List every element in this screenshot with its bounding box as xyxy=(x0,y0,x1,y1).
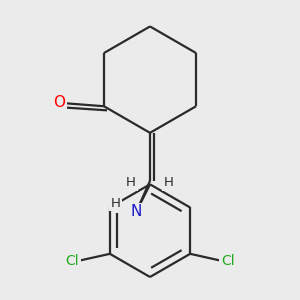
Text: H: H xyxy=(164,176,174,189)
Text: Cl: Cl xyxy=(65,254,79,268)
Text: Cl: Cl xyxy=(221,254,235,268)
Text: H: H xyxy=(111,197,121,210)
Text: H: H xyxy=(126,176,136,189)
Text: N: N xyxy=(130,204,142,219)
Text: O: O xyxy=(53,95,65,110)
